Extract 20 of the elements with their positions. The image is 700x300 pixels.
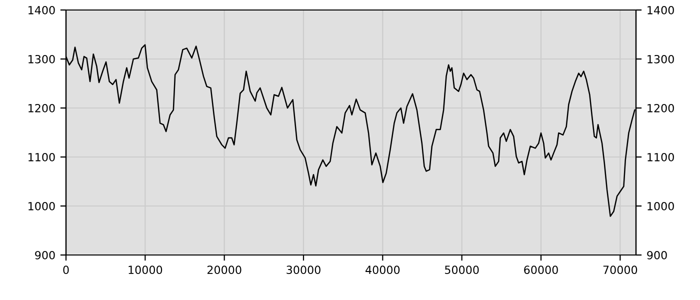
y-tick-label: 1300 [28,54,55,64]
x-tick-label: 20000 [207,266,242,274]
x-tick-label: 60000 [524,266,558,274]
y2-tick-label: 1200 [648,104,674,112]
y2-tick-label: 1000 [648,202,674,210]
y-tick-label: 900 [35,250,55,260]
y2-tick-label: 1400 [648,6,674,14]
x-tick-label: 50000 [445,266,479,274]
x-tick-label: 40000 [366,266,400,274]
y2-tick-label: 900 [647,250,667,260]
x-tick-label: 10000 [128,266,162,274]
y-tick-label: 1200 [28,104,55,112]
x-tick-label: 70000 [603,266,638,274]
y-tick-label: 1000 [28,202,55,210]
y2-tick-label: 1100 [648,152,674,162]
y2-tick-label: 1300 [648,54,674,64]
y-tick-label: 1400 [28,6,55,14]
x-tick-label: 0 [63,266,69,274]
x-tick-label: 30000 [286,266,320,274]
y-tick-label: 1100 [28,152,55,162]
